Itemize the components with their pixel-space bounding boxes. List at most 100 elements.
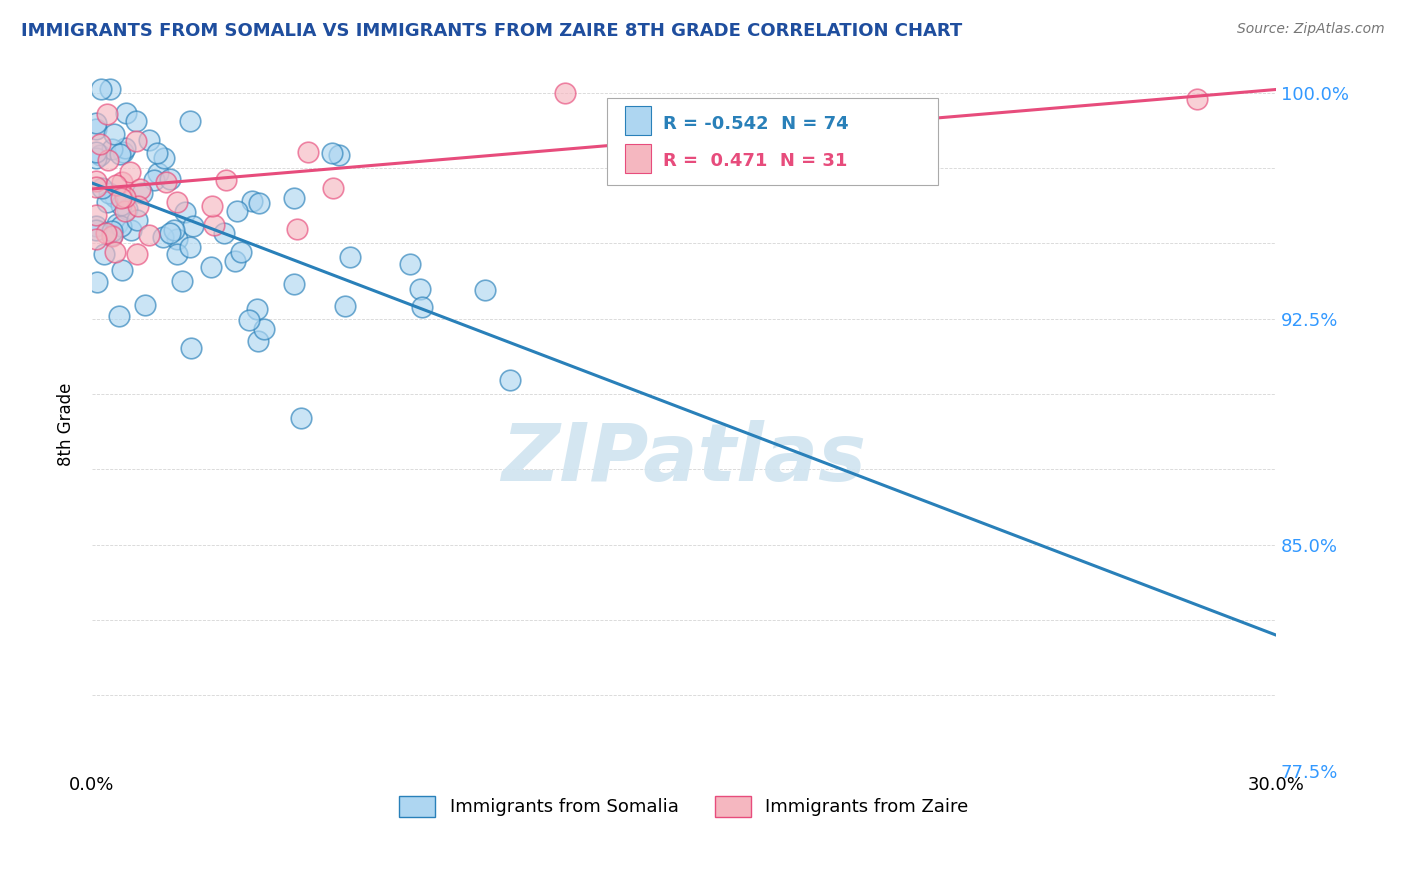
Point <box>89 136 111 151</box>
Point <box>90 82 112 96</box>
Point <box>146 145 169 160</box>
Point <box>246 334 269 349</box>
Point <box>166 232 188 246</box>
Point <box>96 107 118 121</box>
Point <box>96 194 118 209</box>
Point <box>90 180 112 194</box>
Point <box>159 226 181 240</box>
Point <box>110 191 132 205</box>
Point <box>290 411 312 425</box>
Point <box>134 298 156 312</box>
Point <box>321 146 343 161</box>
Point <box>84 122 107 136</box>
Point <box>84 219 107 233</box>
Point <box>111 263 134 277</box>
Point <box>84 174 107 188</box>
Point <box>146 165 169 179</box>
Point <box>103 127 125 141</box>
Point <box>101 142 124 156</box>
Point <box>297 145 319 159</box>
Point <box>283 190 305 204</box>
Text: ZIPatlas: ZIPatlas <box>502 420 866 498</box>
Point <box>226 204 249 219</box>
Point <box>110 219 132 234</box>
Point <box>499 373 522 387</box>
Point <box>104 244 127 259</box>
Point <box>229 244 252 259</box>
Point <box>166 195 188 210</box>
Point <box>84 208 107 222</box>
Point <box>112 145 135 160</box>
Point <box>408 282 430 296</box>
Point <box>224 254 246 268</box>
Point <box>104 190 127 204</box>
Point <box>554 86 576 100</box>
Text: IMMIGRANTS FROM SOMALIA VS IMMIGRANTS FROM ZAIRE 8TH GRADE CORRELATION CHART: IMMIGRANTS FROM SOMALIA VS IMMIGRANTS FR… <box>21 22 962 40</box>
Point <box>246 302 269 317</box>
Point <box>238 313 260 327</box>
Point <box>114 203 136 218</box>
Point <box>114 190 136 204</box>
Point <box>179 240 201 254</box>
Point <box>84 179 107 194</box>
Point <box>153 151 176 165</box>
Point <box>84 231 107 245</box>
Point <box>399 257 422 271</box>
Point <box>96 153 118 168</box>
Point <box>179 114 201 128</box>
Point <box>322 180 344 194</box>
Point <box>96 227 118 241</box>
Point <box>159 171 181 186</box>
Point <box>105 217 128 231</box>
FancyBboxPatch shape <box>607 98 938 185</box>
Point <box>474 283 496 297</box>
Point <box>84 115 107 129</box>
Point <box>125 247 148 261</box>
Point <box>155 175 177 189</box>
FancyBboxPatch shape <box>624 106 651 136</box>
Y-axis label: 8th Grade: 8th Grade <box>58 383 75 466</box>
Point <box>125 213 148 227</box>
Point <box>93 247 115 261</box>
Point <box>104 178 127 193</box>
Point <box>163 222 186 236</box>
Point <box>111 175 134 189</box>
FancyBboxPatch shape <box>624 145 651 173</box>
Legend: Immigrants from Somalia, Immigrants from Zaire: Immigrants from Somalia, Immigrants from… <box>392 789 976 824</box>
Point <box>138 133 160 147</box>
Point <box>128 182 150 196</box>
Point <box>114 141 136 155</box>
Point <box>143 172 166 186</box>
Point <box>200 260 222 274</box>
Point <box>110 147 132 161</box>
Point <box>328 148 350 162</box>
Point <box>138 227 160 242</box>
Point <box>115 202 138 217</box>
Point <box>115 105 138 120</box>
Text: R =  0.471  N = 31: R = 0.471 N = 31 <box>662 153 846 170</box>
Point <box>86 275 108 289</box>
Point <box>166 247 188 261</box>
Point <box>172 274 194 288</box>
Point <box>202 219 225 233</box>
Point <box>110 198 132 212</box>
Point <box>120 165 142 179</box>
Point <box>120 223 142 237</box>
Point <box>181 219 204 233</box>
Point <box>1185 91 1208 105</box>
Point <box>131 186 153 200</box>
Point <box>212 226 235 240</box>
Point <box>127 198 149 212</box>
Point <box>152 230 174 244</box>
Point <box>108 309 131 323</box>
Point <box>84 145 107 159</box>
Point <box>285 221 308 235</box>
Point <box>101 228 124 243</box>
Point <box>98 82 121 96</box>
Point <box>215 173 238 187</box>
Point <box>201 199 224 213</box>
Point <box>97 186 120 201</box>
Point <box>89 148 111 162</box>
Point <box>333 299 356 313</box>
Point <box>411 300 433 314</box>
